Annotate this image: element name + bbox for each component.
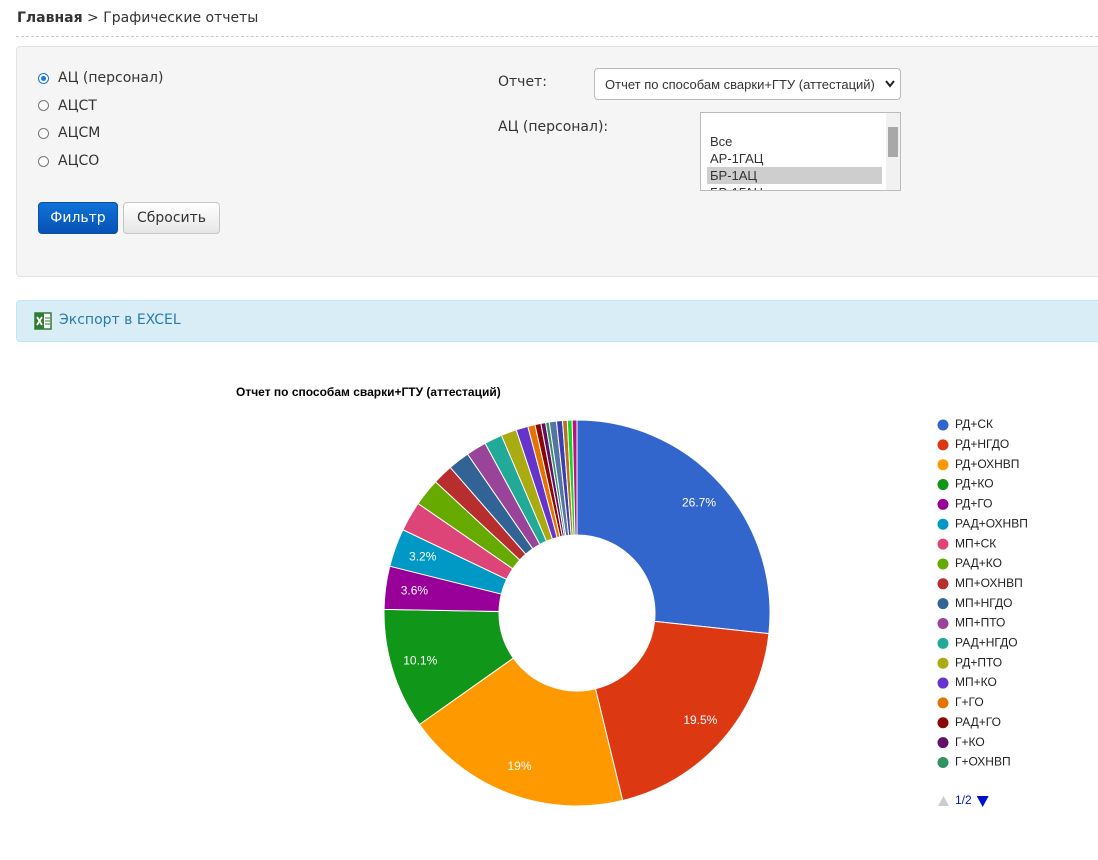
radio-label: АЦСМ (58, 125, 101, 142)
legend-swatch (937, 498, 949, 510)
pie-slice (418, 657, 624, 807)
radio-option[interactable]: АЦ (персонал) (38, 70, 163, 86)
legend-swatch (937, 756, 949, 768)
slice-label: 3.2% (409, 550, 437, 564)
radio-circle[interactable] (38, 155, 49, 167)
legend-swatch (937, 717, 949, 729)
select-chevron (885, 80, 895, 88)
breadcrumb-home[interactable]: Главная (17, 10, 83, 26)
legend-label: РД+ГО (955, 497, 993, 511)
pie-slice (571, 419, 578, 536)
legend-label: РАД+ГО (955, 715, 1001, 729)
legend-swatch (937, 439, 949, 451)
legend-swatch (937, 697, 949, 709)
report-label: Отчет: (498, 74, 547, 90)
radio-label: АЦСТ (58, 97, 97, 114)
legend-swatch (937, 479, 949, 491)
breadcrumb-separator: > (87, 10, 99, 26)
breadcrumb: Главная > Графические отчеты (17, 10, 258, 26)
legend-swatch (937, 558, 949, 570)
legend-swatch (937, 618, 949, 629)
filter-button[interactable]: Фильтр (38, 202, 118, 234)
legend-swatch (937, 459, 949, 471)
legend-label: Г+ОХНВП (955, 755, 1011, 769)
legend-label: Г+КО (955, 735, 985, 749)
radio-circle[interactable] (38, 100, 49, 112)
legend-label: Г+ГО (955, 695, 984, 709)
breadcrumb-current: Графические отчеты (103, 10, 259, 26)
radio-label: АЦСО (58, 153, 100, 170)
radio-label: АЦ (персонал) (58, 70, 164, 86)
chart: Отчет по способам сварки+ГТУ (аттестаций… (236, 385, 1028, 807)
slice-label: 19.5% (683, 713, 717, 727)
list-option[interactable]: БР-1АЦ (707, 167, 882, 184)
pie-slice (594, 620, 770, 802)
scrollbar[interactable] (886, 113, 900, 190)
slice-label: 26.7% (682, 496, 716, 510)
legend-next[interactable] (976, 796, 989, 807)
export-bar (16, 300, 1098, 342)
chart-title: Отчет по способам сварки+ГТУ (аттестаций… (236, 385, 501, 399)
legend-label: РАД+ОХНВП (955, 516, 1028, 530)
excel-icon (34, 312, 52, 330)
pie-slice (576, 419, 771, 635)
filter-panel (16, 46, 1098, 277)
legend-label: МП+ПТО (955, 616, 1005, 630)
legend-swatch (937, 419, 949, 431)
legend-label: РД+КО (955, 477, 994, 491)
legend-swatch (937, 677, 949, 689)
report-select[interactable]: Отчет по способам сварки+ГТУ (аттестаций… (594, 68, 901, 100)
slice-label: 10.1% (403, 653, 437, 667)
scroll-thumb[interactable] (888, 127, 898, 157)
reset-button[interactable]: Сбросить (123, 202, 220, 234)
radio-circle[interactable] (38, 127, 49, 139)
legend-swatch (937, 737, 949, 749)
legend-label: РАД+КО (955, 556, 1002, 570)
legend-page: 1/2 (955, 793, 972, 807)
radio-option[interactable]: АЦСО (38, 153, 99, 169)
legend-prev (938, 796, 949, 806)
slice-label: 19% (507, 759, 531, 773)
report-select-value: Отчет по способам сварки+ГТУ (аттестаций… (605, 77, 875, 92)
list-option[interactable]: АР-1ГАЦ (710, 151, 764, 166)
legend-swatch (937, 538, 949, 550)
divider (16, 36, 1098, 37)
legend-label: РД+СК (955, 417, 993, 431)
legend-swatch (937, 518, 949, 530)
legend-swatch (937, 578, 949, 590)
legend-label: МП+СК (955, 536, 996, 550)
legend-label: РД+ПТО (955, 655, 1002, 669)
radio-circle[interactable] (38, 72, 49, 84)
legend-label: МП+КО (955, 675, 997, 689)
legend-swatch (937, 637, 949, 649)
list-option[interactable]: Все (710, 134, 733, 149)
legend-swatch (937, 598, 949, 610)
radio-option[interactable]: АЦСМ (38, 125, 100, 141)
legend-swatch (937, 657, 949, 669)
radio-option[interactable]: АЦСТ (38, 98, 97, 114)
legend-label: РД+ОХНВП (955, 457, 1019, 471)
legend-label: РАД+НГДО (955, 636, 1018, 650)
legend-label: МП+НГДО (955, 596, 1012, 610)
list-option[interactable]: БР-1ГАЦ (707, 184, 882, 190)
list-label: АЦ (персонал): (498, 119, 609, 135)
export-link[interactable]: Экспорт в EXCEL (59, 312, 181, 328)
legend-label: МП+ОХНВП (955, 576, 1023, 590)
legend-label: РД+НГДО (955, 437, 1009, 451)
slice-label: 3.6% (401, 584, 429, 598)
